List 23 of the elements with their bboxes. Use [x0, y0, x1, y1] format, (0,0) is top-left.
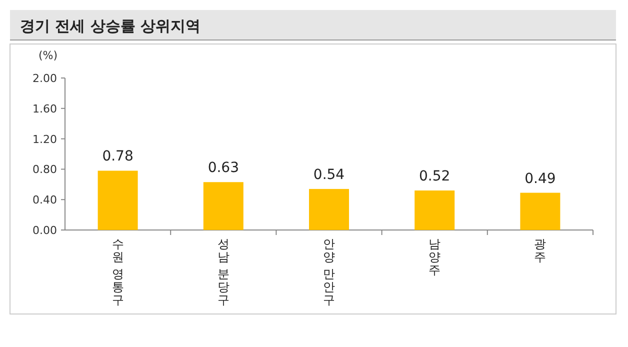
y-tick-label: 1.20 [32, 132, 57, 146]
y-tick-label: 2.00 [32, 72, 57, 85]
data-label: 0.78 [102, 148, 134, 165]
bar [414, 190, 455, 230]
data-label: 0.63 [208, 160, 239, 176]
y-tick-label: 0.80 [32, 163, 57, 176]
x-tick-label: 남양주 [428, 237, 441, 277]
x-tick-label: 성남 분당구 [217, 237, 230, 307]
y-tick-label: 1.60 [32, 102, 57, 116]
bar [203, 182, 244, 230]
x-tick-label: 안양 만안구 [323, 237, 335, 307]
data-label: 0.54 [313, 166, 345, 183]
y-tick-label: 0.00 [32, 224, 57, 237]
y-axis-title: (%) [38, 49, 58, 62]
data-label: 0.52 [419, 168, 450, 184]
chart-title: 경기 전세 상승률 상위지역 [20, 17, 201, 35]
data-label: 0.49 [524, 170, 556, 187]
bar [520, 192, 560, 230]
bar [309, 188, 349, 230]
y-tick-label: 0.40 [32, 194, 57, 207]
x-tick-label: 광주 [534, 237, 546, 264]
x-tick-label: 수원 영통구 [112, 237, 124, 307]
bar [98, 170, 138, 230]
